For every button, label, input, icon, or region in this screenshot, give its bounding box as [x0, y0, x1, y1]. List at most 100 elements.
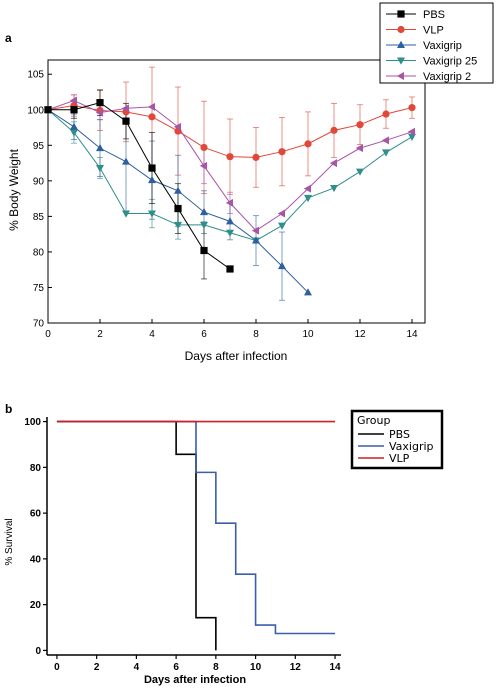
panel-a-y-axis-label: % Body Weight — [7, 148, 21, 230]
panel-a-y-axis: 70 75 80 85 90 95 100 105 — [27, 70, 52, 330]
panel-b-survival-chart: b 0 20 40 60 80 100 0 2 4 6 8 10 12 14 Days after in… — [4, 402, 444, 686]
panel-a-y-tick-label: 90 — [33, 176, 45, 187]
data-point-pbs — [70, 106, 78, 114]
panel-a-y-tick-label: 70 — [33, 319, 45, 330]
panel-a-y-tick-label: 100 — [27, 105, 44, 116]
data-point-vlp — [278, 148, 286, 156]
data-point-vaxigrip-25 — [356, 168, 364, 176]
legend-marker-vaxigrip-25 — [397, 57, 405, 65]
panel-b-x-tick-label: 6 — [173, 662, 179, 673]
panel-a-y-tick-label: 105 — [27, 70, 44, 81]
data-point-vlp — [200, 143, 208, 152]
legend-marker-vaxigrip — [397, 40, 405, 48]
data-point-vaxigrip — [304, 288, 312, 296]
data-point-vlp — [148, 113, 156, 121]
data-point-vlp — [382, 110, 390, 118]
panel-b-y-tick-label: 40 — [30, 554, 42, 565]
panel-b-label: b — [5, 402, 12, 416]
panel-b-y-axis-label: % Survival — [4, 518, 15, 565]
panel-b-x-axis-label: Days after infection — [144, 674, 246, 686]
survival-line-vaxigrip — [56, 420, 336, 635]
data-point-vaxigrip-25 — [200, 221, 208, 230]
panel-b-y-tick-label: 20 — [30, 600, 42, 611]
data-point-vaxigrip-2 — [251, 226, 259, 235]
data-point-vaxigrip-2 — [407, 127, 415, 136]
legend-label-vlp: VLP — [389, 452, 410, 465]
panel-a-x-axis-label: Days after infection — [185, 349, 288, 363]
data-point-vaxigrip-2 — [355, 144, 363, 153]
panel-b-y-tick-label: 0 — [35, 646, 41, 657]
data-point-pbs — [226, 265, 234, 273]
data-point-vaxigrip-2 — [95, 108, 103, 117]
legend-label-vaxigrip-2: Vaxigrip 2 — [423, 71, 471, 83]
panel-b-x-axis: 0 2 4 6 8 10 12 14 — [54, 655, 341, 673]
survival-line-pbs — [56, 420, 217, 651]
panel-a-label: a — [5, 31, 12, 45]
data-point-vaxigrip — [200, 207, 208, 216]
data-point-vaxigrip-2 — [173, 122, 181, 131]
data-point-vaxigrip-25 — [174, 221, 182, 230]
data-point-vaxigrip-2 — [69, 96, 77, 105]
data-point-vaxigrip-2 — [277, 209, 285, 218]
panel-b-x-tick-label: 10 — [250, 662, 262, 673]
panel-a-x-tick-label: 2 — [97, 329, 103, 340]
data-point-pbs — [200, 246, 208, 255]
panel-a-y-tick-label: 75 — [33, 283, 45, 294]
data-point-vaxigrip-25 — [148, 210, 156, 218]
legend-marker-vaxigrip-2 — [396, 72, 404, 80]
panel-b-x-tick-label: 8 — [213, 662, 219, 673]
data-point-pbs — [122, 117, 130, 125]
legend-marker-vlp — [397, 25, 405, 34]
data-point-vaxigrip-25 — [70, 129, 78, 137]
data-point-vaxigrip-2 — [147, 102, 155, 111]
panel-a-x-axis: 0 2 4 6 8 10 12 14 — [45, 319, 418, 340]
panel-a-x-tick-label: 14 — [406, 329, 418, 340]
data-point-pbs — [174, 204, 182, 213]
legend-label-vaxigrip: Vaxigrip — [389, 440, 434, 453]
panel-a-x-tick-label: 10 — [302, 329, 314, 340]
data-point-vaxigrip-25 — [122, 210, 130, 218]
data-point-vaxigrip — [226, 217, 234, 225]
data-point-vaxigrip — [278, 261, 286, 270]
data-point-vaxigrip-2 — [381, 136, 389, 145]
data-point-vaxigrip-2 — [199, 161, 207, 170]
panel-a-weight-chart: a 70 75 80 85 90 95 100 105 0 2 4 6 8 10 12 14 Days af… — [5, 2, 494, 363]
data-point-vaxigrip-25 — [304, 194, 312, 203]
legend-label-pbs: PBS — [423, 9, 445, 21]
panel-a-legend: PBS VLP Vaxigrip Vaxigrip 25 Vaxigrip 2 — [379, 2, 494, 84]
data-point-pbs — [44, 106, 52, 114]
panel-b-x-tick-label: 2 — [94, 662, 100, 673]
legend-label-vaxigrip-25: Vaxigrip 25 — [423, 56, 477, 68]
data-point-vaxigrip-2 — [303, 184, 311, 193]
series-line-pbs — [48, 102, 231, 270]
data-point-vlp — [226, 153, 234, 161]
data-point-pbs — [148, 164, 156, 172]
data-point-vaxigrip-25 — [382, 149, 390, 157]
data-point-vaxigrip-25 — [96, 165, 104, 173]
data-point-vlp — [304, 140, 312, 148]
panel-a-x-tick-label: 8 — [253, 329, 259, 340]
panel-a-y-tick-label: 85 — [33, 212, 45, 223]
data-point-vaxigrip-2 — [329, 159, 337, 168]
panel-a-error-bars — [71, 66, 415, 301]
panel-b-legend-title: Group — [357, 414, 391, 427]
panel-a-x-tick-label: 0 — [45, 329, 51, 340]
panel-b-x-tick-label: 4 — [134, 662, 140, 673]
panel-b-x-tick-label: 14 — [329, 662, 341, 673]
legend-label-vaxigrip: Vaxigrip — [423, 40, 462, 52]
legend-label-pbs: PBS — [389, 428, 410, 441]
panel-b-y-axis: 0 20 40 60 80 100 — [24, 417, 47, 657]
panel-a-x-tick-label: 4 — [149, 329, 155, 340]
panel-a-x-tick-label: 6 — [201, 329, 207, 340]
data-point-vaxigrip — [174, 186, 182, 194]
panel-b-x-tick-label: 12 — [290, 662, 302, 673]
data-point-vaxigrip-25 — [226, 229, 234, 237]
panel-a-x-tick-label: 12 — [354, 329, 366, 340]
data-point-vlp — [252, 153, 260, 161]
data-point-vaxigrip-25 — [330, 184, 338, 193]
data-point-vlp — [356, 121, 364, 129]
data-point-vaxigrip — [96, 143, 104, 152]
panel-b-x-tick-label: 0 — [54, 662, 60, 673]
